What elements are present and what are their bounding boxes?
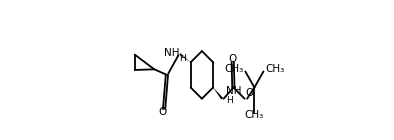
Text: O: O — [158, 107, 167, 117]
Text: O: O — [229, 54, 237, 64]
Polygon shape — [213, 88, 223, 100]
Text: CH₃: CH₃ — [265, 64, 284, 74]
Text: O: O — [245, 88, 254, 98]
Text: NH: NH — [226, 86, 242, 96]
Text: CH₃: CH₃ — [225, 64, 244, 74]
Text: H: H — [226, 96, 233, 105]
Text: NH: NH — [164, 48, 179, 58]
Text: H: H — [179, 54, 186, 63]
Text: CH₃: CH₃ — [245, 110, 264, 121]
